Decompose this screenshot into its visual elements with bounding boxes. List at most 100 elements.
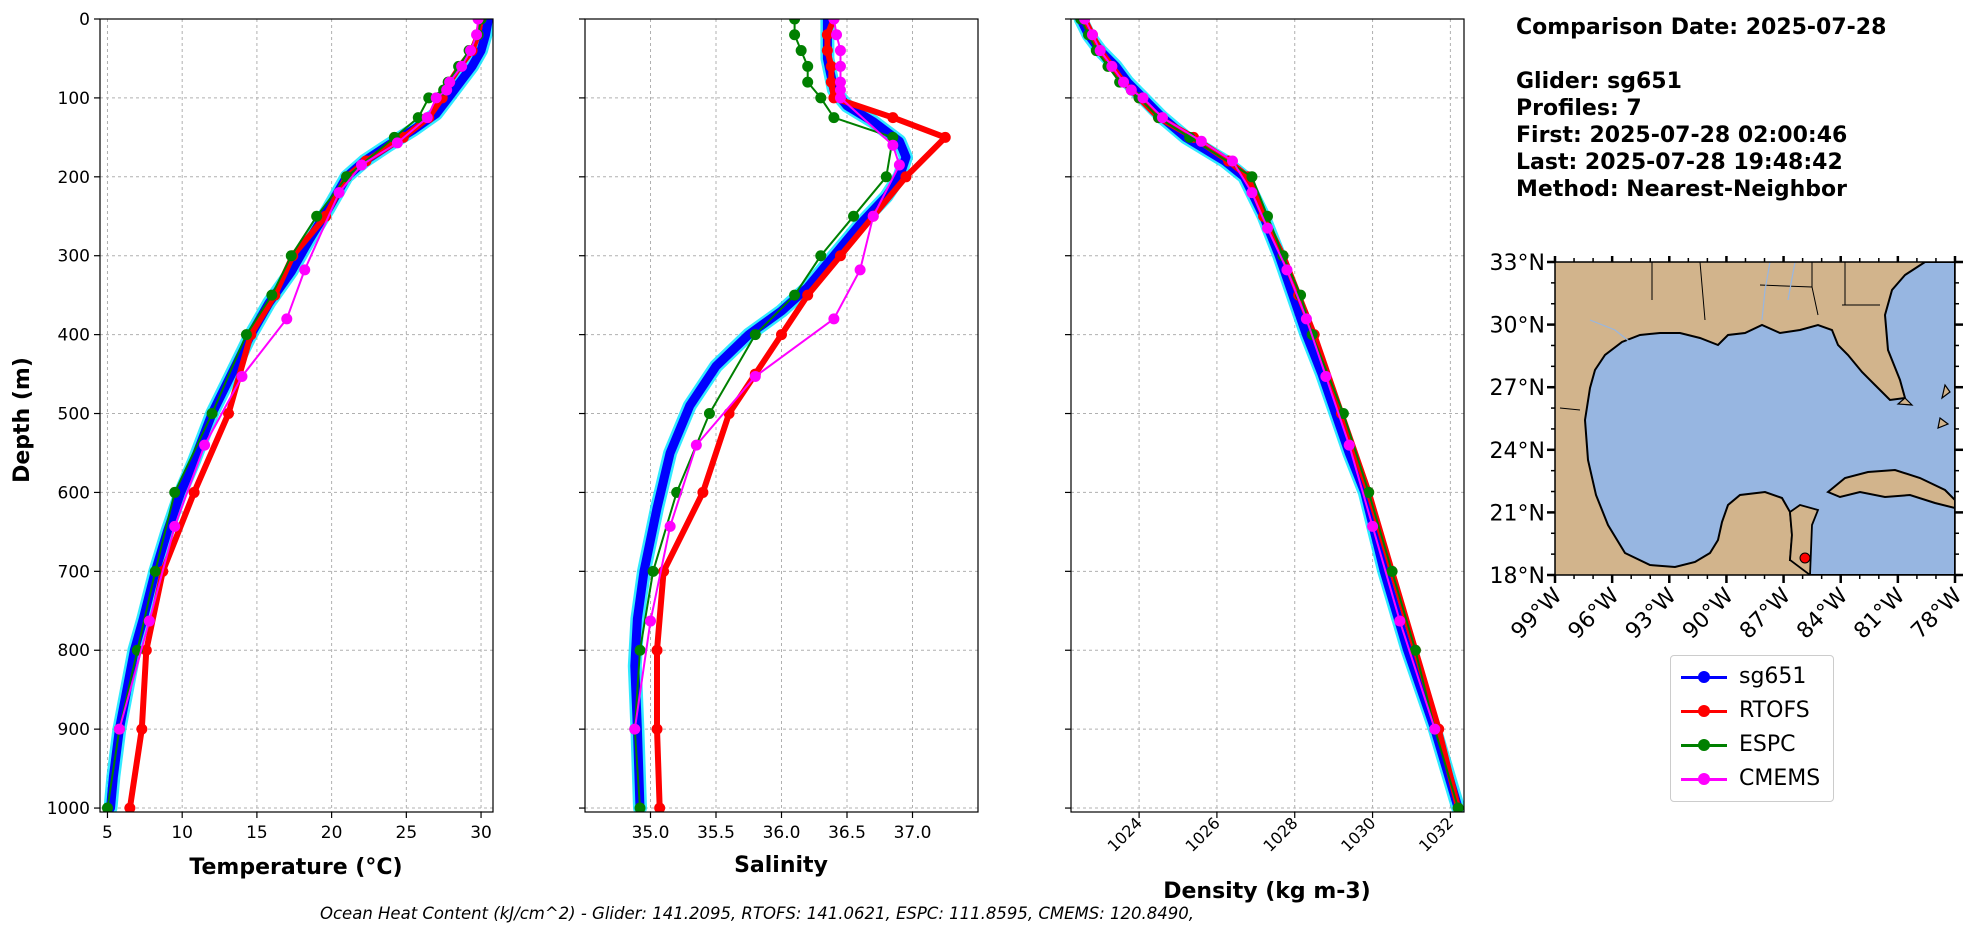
map-lon-label: 96°W [1564,583,1625,644]
series-espc-point [789,19,801,25]
series-rtofs-point [654,802,666,812]
series-rtofs-point [821,29,833,41]
glider-name: Glider: sg651 [1516,69,1682,94]
first-profile-time: First: 2025-07-28 02:00:46 [1516,123,1848,148]
series-cmems-point [1106,60,1118,72]
series-cmems-point [1281,264,1293,276]
series-espc-point [149,565,161,577]
series-espc-point [789,289,801,301]
x-tick-label: 5 [102,823,113,843]
legend-item-rtofs: RTOFS [1681,696,1831,726]
series-rtofs-point [136,723,148,735]
bahamas [1937,383,1951,429]
series-cmems-point [456,60,468,72]
series-cmems-point [1226,155,1238,167]
series-cmems-point [113,723,125,735]
series-espc-point [341,171,353,183]
series-cmems-point [356,159,368,171]
map-lat-label: 33°N [1490,251,1545,276]
series-espc-point [1246,171,1258,183]
y-tick-label: 1000 [47,799,90,819]
map-lat-label: 21°N [1490,501,1545,526]
series-espc-point [266,289,278,301]
ocean-heat-content-note: Ocean Heat Content (kJ/cm^2) - Glider: 1… [320,904,1195,923]
salinity-grid [585,18,978,812]
series-cmems-point [1394,615,1406,627]
series-sg651-line [630,19,911,812]
rivers [1589,262,1796,343]
series-cmems-point [430,92,442,104]
map-lon-label: 90°W [1678,583,1739,644]
series-cmems-point [893,159,905,171]
density-grid [1071,18,1464,812]
salinity-panel: 35.0 35.5 36.0 36.5 37.0 Salinity [579,18,979,878]
legend-label: sg651 [1739,664,1807,689]
legend-label: ESPC [1739,732,1796,757]
profile-count: Profiles: 7 [1516,96,1642,121]
series-rtofs-point [802,289,814,301]
y-tick-label: 200 [58,168,90,188]
series-cmems-point [1300,313,1312,325]
series-cmems-point [664,520,676,532]
series-rtofs-point [825,76,837,88]
x-tick-label: 25 [396,823,418,843]
series-espc-point [1386,565,1398,577]
series-rtofs-point [651,644,663,656]
series-cmems-point [854,264,866,276]
series-espc-point [169,486,181,498]
series-espc-point [815,250,827,262]
series-cmems-point [236,370,248,382]
series-rtofs-point [651,723,663,735]
series-cmems-point [472,19,484,25]
series-rtofs-point [834,250,846,262]
salinity-ticks: 35.0 35.5 36.0 36.5 37.0 [579,18,931,843]
gulf-water [1583,262,1955,575]
series-rtofs-point [188,486,200,498]
series-rtofs-point [223,408,235,420]
series-espc-point [285,250,297,262]
series-rtofs-point [124,802,136,812]
series-espc-point [1409,644,1421,656]
series-cmems-point [299,264,311,276]
series-cmems-point [1246,187,1258,199]
series-rtofs-point [723,408,735,420]
series-cmems-point [1429,723,1441,735]
series-cmems-point [1156,112,1168,124]
density-series [1073,19,1464,812]
y-tick-label: 500 [58,405,90,425]
map-lon-label: 99°W [1507,583,1568,644]
series-espc-point [828,112,840,124]
map-lon-label: 81°W [1849,583,1910,644]
x-tick-label: 10 [171,823,193,843]
x-tick-label: 1026 [1182,813,1224,855]
series-espc-point [789,29,801,41]
map-lon-label: 78°W [1907,583,1968,644]
series-cmems-point [1137,92,1149,104]
x-tick-label: 30 [470,823,492,843]
x-tick-label: 1028 [1259,813,1301,855]
legend-label: RTOFS [1739,698,1810,723]
series-espc-point [1337,408,1349,420]
x-tick-label: 20 [321,823,343,843]
series-cmems-point [828,19,840,25]
series-cmems-point [333,187,345,199]
series-espc-point [749,329,761,341]
series-cmems-point [281,313,293,325]
map-lon-label: 87°W [1735,583,1796,644]
series-espc-point [634,644,646,656]
glider-location-marker [1799,552,1811,564]
salinity-xlabel: Salinity [734,853,828,878]
series-cmems-point [1195,135,1207,147]
series-rtofs-point [939,131,951,143]
legend-item-sg651: sg651 [1681,662,1831,692]
yucatan [1789,504,1820,575]
legend-label: CMEMS [1739,766,1821,791]
density-frame [1070,18,1465,813]
series-cmems-point [834,76,846,88]
y-tick-label: 100 [58,89,90,109]
map-panel: 99°W96°W93°W90°W87°W84°W81°W78°W 18°N 21°N… [1490,251,1968,644]
legend-marker [1698,705,1710,717]
y-tick-label: 800 [58,641,90,661]
density-xlabel: Density (kg m-3) [1163,879,1371,904]
x-tick-label: 36.0 [763,823,801,843]
